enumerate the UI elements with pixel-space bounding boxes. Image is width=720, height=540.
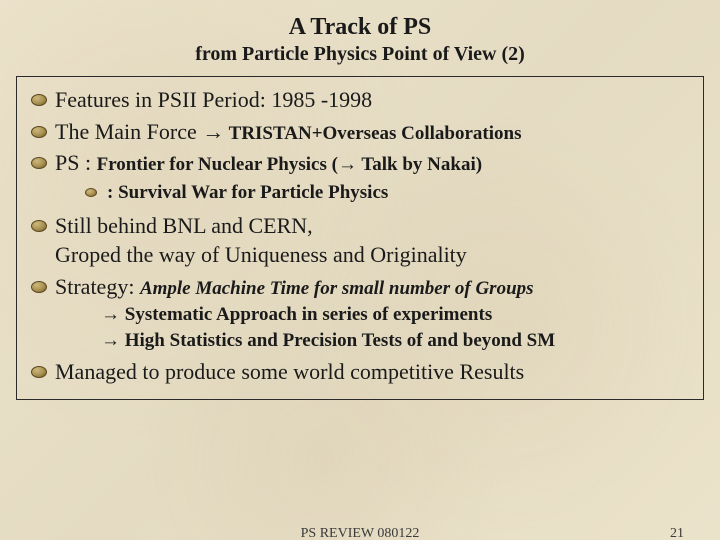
bullet-text: TRISTAN+Overseas Collaborations — [224, 123, 521, 144]
bullet-item: Managed to produce some world competitiv… — [27, 357, 693, 387]
bullet-text: PS : — [55, 150, 97, 175]
bullet-item: The Main Force → TRISTAN+Overseas Collab… — [27, 117, 693, 147]
bullet-text-italic: for — [309, 278, 342, 299]
arrow-icon: → — [202, 119, 224, 144]
bullet-text-italic: Ample Machine Time — [140, 278, 309, 299]
content-box: Features in PSII Period: 1985 -1998 The … — [16, 76, 704, 400]
bullet-item: Still behind BNL and CERN, Groped the wa… — [27, 211, 693, 270]
slide-subtitle: from Particle Physics Point of View (2) — [0, 43, 720, 66]
footer-center: PS REVIEW 080122 — [301, 526, 420, 540]
bullet-text: Talk by Nakai) — [357, 154, 482, 175]
bullet-list: Features in PSII Period: 1985 -1998 The … — [27, 85, 693, 387]
bullet-text: High Statistics and Precision Tests of a… — [120, 330, 555, 351]
sub-bullet-list: : Survival War for Particle Physics — [85, 180, 693, 207]
bullet-item: Strategy: Ample Machine Time for small n… — [27, 272, 693, 355]
title-block: A Track of PS from Particle Physics Poin… — [0, 0, 720, 66]
arrow-line: → Systematic Approach in series of exper… — [101, 302, 693, 329]
bullet-text: Groped the way of Uniqueness and Origina… — [55, 242, 467, 267]
slide-title: A Track of PS — [0, 14, 720, 41]
arrow-icon: → — [101, 304, 120, 325]
bullet-text: The Main Force — [55, 119, 202, 144]
bullet-text: Systematic Approach in series of experim… — [120, 304, 492, 325]
page-number: 21 — [670, 526, 684, 540]
arrow-icon: → — [101, 330, 120, 351]
bullet-text: Managed to produce some world competitiv… — [55, 359, 524, 384]
sub-bullet-item: : Survival War for Particle Physics — [85, 180, 693, 207]
arrow-icon: → — [338, 154, 357, 175]
arrow-line: → High Statistics and Precision Tests of… — [101, 328, 693, 355]
bullet-text: Frontier for Nuclear Physics ( — [97, 154, 338, 175]
bullet-text: : Survival War for Particle Physics — [107, 182, 388, 203]
bullet-item: PS : Frontier for Nuclear Physics (→ Tal… — [27, 148, 693, 206]
bullet-text: Still behind BNL and CERN, — [55, 213, 313, 238]
bullet-text-italic: small number of Groups — [342, 278, 534, 299]
bullet-text: Features in PSII Period: 1985 -1998 — [55, 87, 372, 112]
bullet-text: Strategy: — [55, 274, 140, 299]
bullet-item: Features in PSII Period: 1985 -1998 — [27, 85, 693, 115]
